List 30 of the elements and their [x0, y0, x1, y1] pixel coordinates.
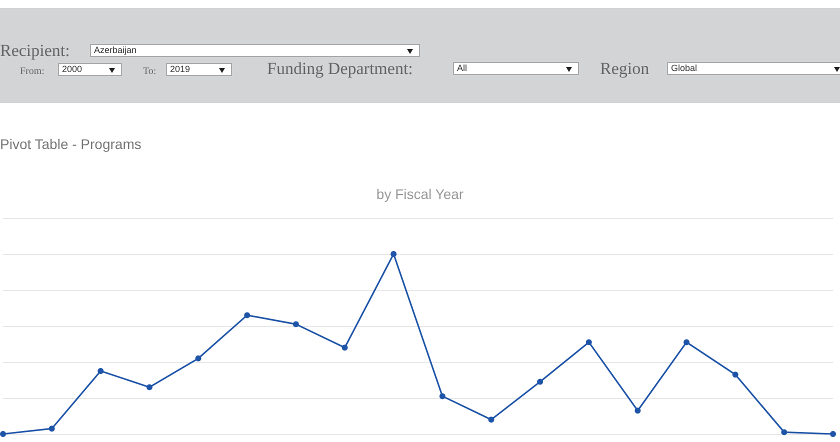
text: Azerbaijan — [94, 45, 137, 56]
point — [439, 393, 446, 400]
chart-title: Pivot Table - Programs — [0, 136, 142, 152]
text: 2019 — [170, 64, 190, 75]
point — [244, 312, 250, 318]
text: From: — [20, 65, 44, 79]
point — [195, 355, 202, 362]
point — [48, 426, 55, 432]
point — [586, 339, 592, 346]
text: 2000 — [62, 64, 82, 75]
text: Recipient: — [0, 41, 70, 61]
text: Region — [600, 59, 650, 79]
point — [0, 431, 6, 437]
point — [537, 378, 544, 385]
text: To: — [143, 65, 156, 79]
point — [342, 344, 348, 351]
point — [781, 429, 788, 436]
chart-subtitle: by Fiscal Year — [376, 186, 464, 202]
point — [390, 251, 397, 257]
point — [684, 339, 690, 346]
text: Global — [671, 63, 698, 74]
point — [146, 384, 152, 390]
point — [98, 368, 104, 374]
point — [830, 431, 836, 437]
point — [292, 321, 299, 328]
text: All — [457, 63, 468, 74]
text: Funding Department: — [267, 59, 413, 79]
point — [488, 416, 494, 423]
point — [634, 408, 641, 414]
point — [732, 372, 738, 378]
